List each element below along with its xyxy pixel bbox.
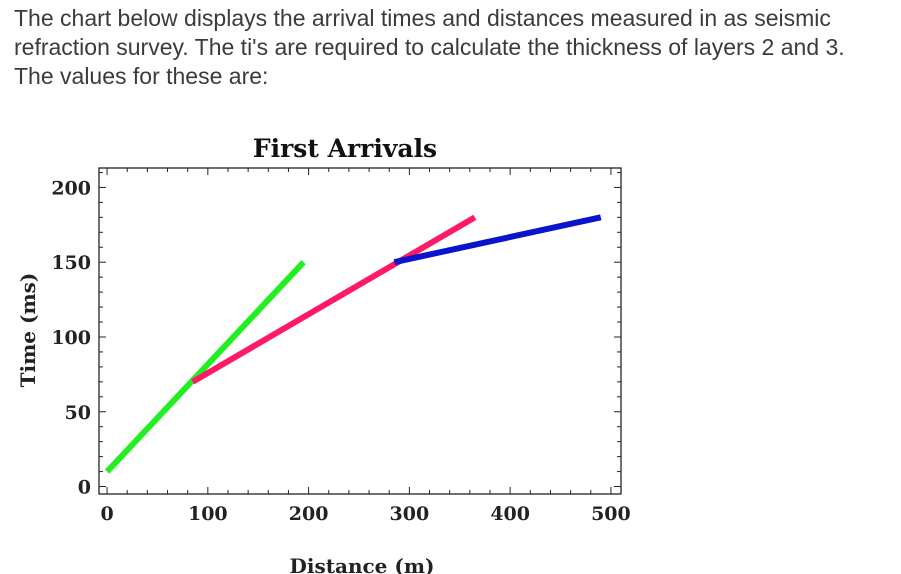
y-axis-label: Time (ms) (16, 273, 40, 388)
x-tick-label: 400 (490, 503, 530, 525)
x-tick-label: 200 (289, 503, 329, 525)
plot-frame (98, 167, 622, 495)
y-tick-label: 0 (78, 477, 91, 499)
series-line-3 (393, 214, 602, 266)
question-line: The chart below displays the arrival tim… (14, 5, 831, 31)
y-tick-label: 150 (51, 252, 91, 274)
question-line: refraction survey. The ti's are required… (14, 34, 845, 60)
x-tick-label: 100 (188, 503, 228, 525)
x-tick-label: 300 (390, 503, 430, 525)
data-lines (104, 214, 602, 474)
x-tick-label: 500 (591, 503, 631, 525)
x-axis-label: Distance (m) (290, 554, 435, 574)
axis-ticks (99, 168, 621, 494)
y-tick-label: 100 (51, 327, 91, 349)
series-line-1 (104, 260, 306, 474)
x-tick-label: 0 (100, 503, 113, 525)
y-tick-label: 50 (65, 402, 91, 424)
series-line-2 (191, 214, 477, 385)
question-line: The values for these are: (14, 63, 269, 89)
y-tick-label: 200 (51, 177, 91, 199)
question-text: The chart below displays the arrival tim… (14, 4, 894, 91)
chart-title: First Arrivals (253, 134, 437, 163)
tick-labels: 0 100 200 300 400 500 0 50 100 150 200 (51, 177, 630, 525)
